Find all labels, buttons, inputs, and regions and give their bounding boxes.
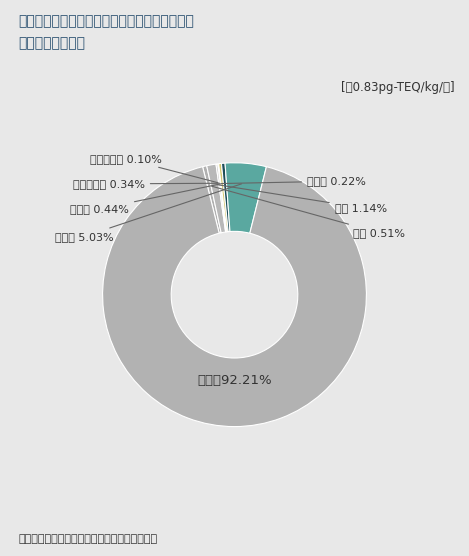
- Wedge shape: [219, 163, 228, 232]
- Wedge shape: [216, 164, 227, 232]
- Text: 資料：厚生労働省・環境省資料より環境省作成: 資料：厚生労働省・環境省資料より環境省作成: [19, 534, 158, 544]
- Text: [約0.83pg-TEQ/kg/日]: [約0.83pg-TEQ/kg/日]: [341, 81, 455, 93]
- Text: 肉・卵 5.03%: 肉・卵 5.03%: [54, 184, 242, 242]
- Text: 土壌 0.51%: 土壌 0.51%: [212, 186, 405, 237]
- Wedge shape: [225, 163, 266, 234]
- Wedge shape: [207, 164, 226, 233]
- Wedge shape: [218, 163, 227, 232]
- Wedge shape: [203, 166, 221, 234]
- Text: 砂糖・菓子 0.10%: 砂糖・菓子 0.10%: [90, 154, 218, 183]
- Text: 日本におけるダイオキシン類の１人１日摂取量: 日本におけるダイオキシン類の１人１日摂取量: [19, 14, 195, 28]
- Wedge shape: [103, 167, 366, 426]
- Wedge shape: [221, 163, 230, 232]
- Text: 調味料 0.44%: 調味料 0.44%: [70, 183, 222, 214]
- Text: 乳・乳製品 0.34%: 乳・乳製品 0.34%: [73, 179, 219, 189]
- Text: （平成２２年度）: （平成２２年度）: [19, 36, 86, 50]
- Text: 大気 1.14%: 大気 1.14%: [218, 185, 387, 212]
- Text: 魚介類92.21%: 魚介類92.21%: [197, 374, 272, 387]
- Text: その他 0.22%: その他 0.22%: [222, 176, 366, 186]
